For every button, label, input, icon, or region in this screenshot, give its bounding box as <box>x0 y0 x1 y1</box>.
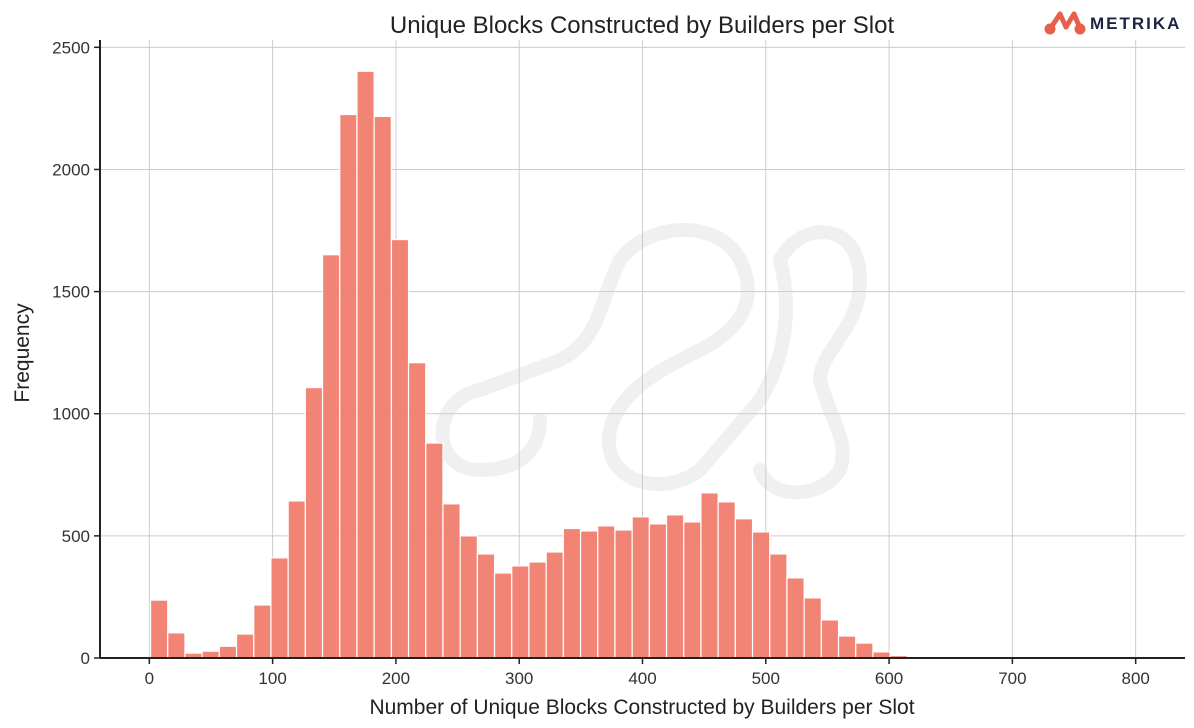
histogram-bar <box>425 442 444 659</box>
histogram-bar <box>373 115 392 659</box>
histogram-bar <box>201 650 220 659</box>
histogram-bar <box>717 501 736 659</box>
histogram-bar <box>855 642 874 659</box>
histogram-bar <box>700 492 719 659</box>
y-tick-label: 500 <box>62 527 90 546</box>
histogram-bar <box>287 500 306 659</box>
bars <box>149 70 908 659</box>
x-tick-label: 200 <box>382 669 410 688</box>
histogram-bar <box>270 557 289 659</box>
histogram-bar <box>218 645 238 659</box>
histogram-bar <box>390 238 410 659</box>
histogram-bar <box>683 521 702 659</box>
histogram-bar <box>528 561 547 659</box>
histogram-bar <box>339 113 358 659</box>
metrika-watermark-logo <box>435 223 868 500</box>
x-tick-label: 300 <box>505 669 533 688</box>
y-tick-label: 0 <box>81 649 90 668</box>
axes: 0 100 200 300 400 500 600 700 800 0 500 1000 1500 200… <box>52 38 1185 688</box>
y-tick-label: 1500 <box>52 283 90 302</box>
histogram-bar <box>442 503 461 659</box>
x-tick-label: 400 <box>628 669 656 688</box>
x-axis-label: Number of Unique Blocks Constructed by B… <box>369 696 914 719</box>
histogram-bar <box>167 632 186 659</box>
histogram-bar <box>149 599 169 659</box>
histogram-bar <box>579 530 599 659</box>
histogram-bar <box>545 551 564 659</box>
histogram-bar <box>562 527 582 659</box>
histogram-bar <box>511 565 530 659</box>
y-tick-label: 1000 <box>52 405 90 424</box>
x-tick-label: 800 <box>1121 669 1149 688</box>
histogram-bar <box>820 619 840 659</box>
y-tick-label: 2000 <box>52 160 90 179</box>
x-tick-label: 500 <box>752 669 780 688</box>
chart-title: Unique Blocks Constructed by Builders pe… <box>390 12 895 39</box>
brand-logo: METRIKA <box>1044 11 1181 35</box>
histogram-bar <box>734 518 754 659</box>
histogram-bar <box>235 633 255 659</box>
histogram-bar <box>476 553 496 659</box>
x-tick-label: 700 <box>998 669 1026 688</box>
histogram-bar <box>837 635 857 659</box>
histogram-bar <box>751 531 771 659</box>
histogram-bar <box>253 604 272 659</box>
histogram-bar <box>786 577 805 659</box>
histogram-bar <box>407 362 427 659</box>
histogram-bar <box>493 572 513 659</box>
x-tick-label: 100 <box>258 669 286 688</box>
histogram-bar <box>304 386 324 659</box>
y-tick-label: 2500 <box>52 38 90 57</box>
histogram-bar <box>356 70 375 659</box>
histogram-bar <box>459 535 478 659</box>
histogram-bar <box>803 597 822 659</box>
histogram-bar <box>769 553 788 659</box>
brand-name: METRIKA <box>1090 14 1181 33</box>
metrika-logo-icon <box>1044 11 1086 35</box>
x-tick-label: 0 <box>145 669 154 688</box>
y-axis-label: Frequency <box>11 303 34 403</box>
histogram-bar <box>648 523 668 659</box>
histogram-bar <box>614 529 633 659</box>
histogram-bar <box>597 525 616 659</box>
histogram-bar <box>631 516 650 659</box>
histogram-bar <box>665 514 685 659</box>
histogram-bar <box>321 254 341 659</box>
x-tick-label: 600 <box>875 669 903 688</box>
